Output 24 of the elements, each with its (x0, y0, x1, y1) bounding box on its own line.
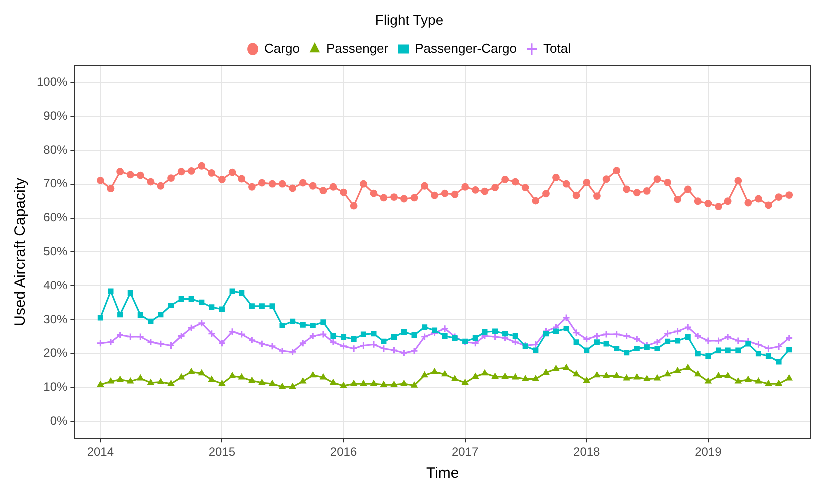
y-axis-title: Used Aircraft Capacity (12, 178, 30, 326)
y-tick-label: 20% (44, 346, 68, 360)
x-tick-label: 2018 (574, 445, 601, 460)
y-tick-label: 100% (36, 75, 68, 90)
legend-label: Cargo (264, 40, 300, 56)
y-tick-label: 70% (44, 176, 68, 191)
x-tick-label: 2015 (208, 445, 236, 460)
legend-title: Flight Type (375, 12, 444, 28)
y-tick-label: 50% (44, 244, 68, 259)
legend-label: Total (543, 40, 572, 56)
y-tick-label: 30% (44, 312, 68, 326)
x-tick-label: 2016 (330, 445, 358, 460)
legend-label: Passenger (326, 40, 390, 56)
y-tick-label: 80% (44, 142, 68, 157)
x-tick-label: 2019 (695, 445, 722, 460)
x-tick-label: 2017 (452, 445, 479, 460)
y-tick-label: 40% (44, 278, 68, 292)
y-tick-label: 10% (44, 380, 68, 394)
x-tick-label: 2014 (87, 445, 114, 460)
y-tick-label: 60% (44, 210, 68, 225)
y-tick-label: 0% (50, 414, 68, 428)
x-axis-title: Time (426, 465, 460, 482)
legend-label: Passenger-Cargo (415, 40, 517, 56)
y-tick-label: 90% (44, 108, 68, 123)
